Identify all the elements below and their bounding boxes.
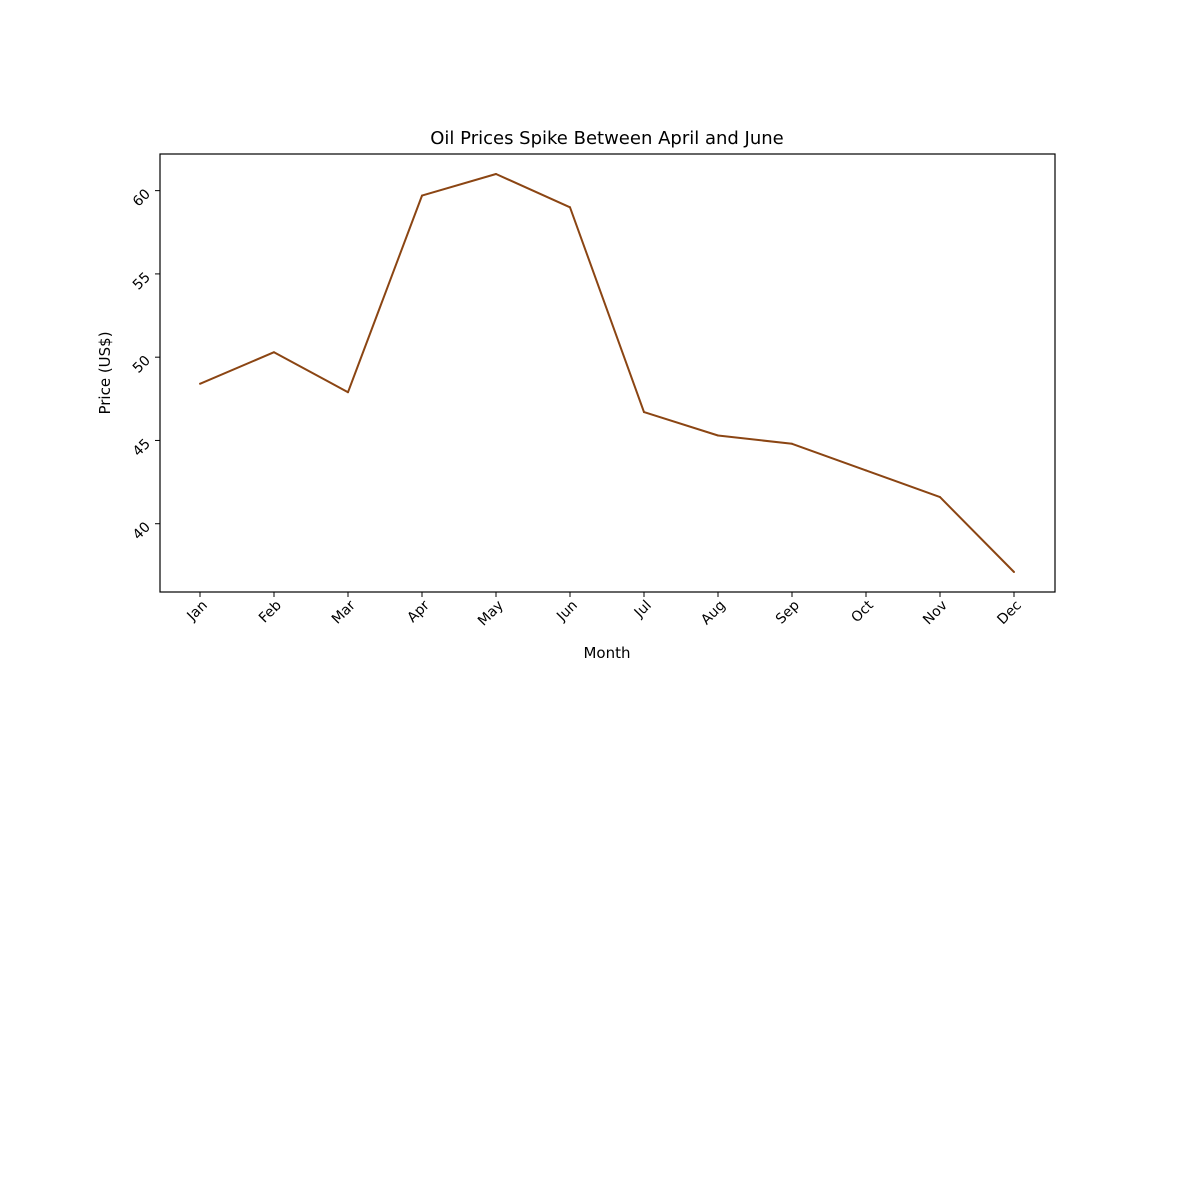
y-axis-label: Price (US$) [96, 331, 114, 414]
data-point [939, 496, 941, 499]
data-point [717, 434, 719, 437]
data-point [791, 442, 793, 445]
data-point [347, 391, 349, 394]
chart-title: Oil Prices Spike Between April and June [430, 128, 783, 149]
x-axis-label: Month [583, 644, 630, 662]
data-point [421, 194, 423, 197]
data-point [199, 382, 201, 385]
data-point [1013, 571, 1015, 573]
plot-area [199, 173, 1015, 573]
data-point [273, 351, 275, 354]
plot-frame [159, 153, 1056, 593]
data-point [495, 173, 497, 175]
series-line [199, 173, 1015, 573]
data-point [569, 206, 571, 209]
data-point [865, 469, 867, 472]
data-point [643, 411, 645, 414]
